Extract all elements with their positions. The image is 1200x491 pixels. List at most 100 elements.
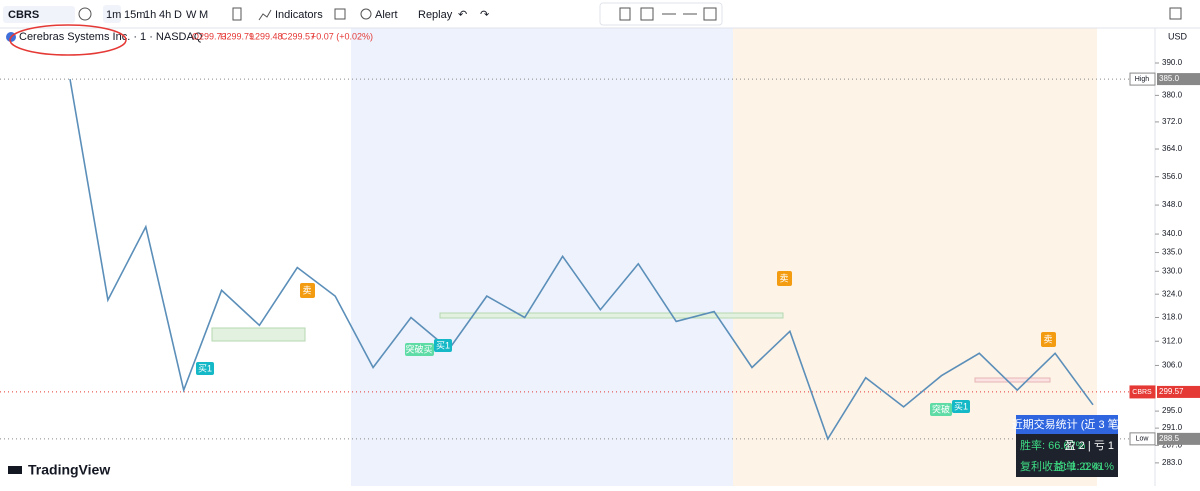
zone: [974, 377, 1051, 383]
marker-label: 突破买: [405, 343, 432, 354]
button[interactable]: Replay: [418, 9, 453, 21]
axis-labels: 390.0 380.0 372.0 364.0 356.0 348.0 340.0 335.0…: [1129, 58, 1200, 467]
symbol-box[interactable]: [3, 6, 75, 23]
symbol-name: Cerebras Systems Inc. · 1 · NASDAQ: [19, 31, 203, 43]
layouts-icon[interactable]: [334, 8, 346, 20]
alert-icon: [360, 8, 372, 20]
marker-label: 突破: [932, 403, 950, 414]
y-tick-label: 390.0: [1162, 58, 1183, 67]
interval-active: [103, 5, 121, 23]
buy-marker: [434, 339, 452, 352]
marker-label: 卖: [1043, 334, 1052, 344]
change: +0.07 (+0.02%): [311, 31, 373, 41]
tool[interactable]: [640, 7, 654, 21]
marker-label: 买1: [436, 340, 450, 350]
currency: USD: [1168, 31, 1188, 41]
price-tag-label: Low: [1136, 436, 1150, 443]
checkbox[interactable]: [1169, 7, 1182, 20]
marker-label: 卖: [779, 273, 788, 283]
sell-marker: [1041, 332, 1056, 347]
y-tick-label: 380.0: [1162, 90, 1183, 99]
tool[interactable]: [703, 7, 717, 21]
y-tick-label: 356.0: [1162, 172, 1183, 181]
y-tick-label: 291.0: [1162, 423, 1183, 432]
y-tick-label: 318.0: [1162, 313, 1183, 322]
ohlc: H299.79: [220, 31, 254, 41]
interval[interactable]: M: [199, 9, 208, 21]
stats-title: 近期交易统计 (近 3 笔): [1012, 417, 1123, 431]
symbol[interactable]: CBRS: [8, 9, 39, 21]
marker-label: 卖: [302, 285, 311, 295]
price-badge: [1157, 432, 1200, 445]
zone: [439, 312, 784, 319]
marker-label: 买1: [198, 363, 212, 373]
breakout-marker: [930, 403, 952, 416]
y-tick-label: 312.0: [1162, 336, 1183, 345]
markers: 卖 卖 卖 买1 买1 买1 突破买 突破: [196, 271, 1056, 416]
ohlc: L299.48: [250, 31, 283, 41]
y-tick-label: 335.0: [1162, 248, 1183, 257]
interval[interactable]: 4h: [159, 9, 171, 21]
y-tick-label: 283.0: [1162, 458, 1183, 467]
chart-type[interactable]: [232, 7, 242, 21]
price-badge: [1157, 385, 1200, 398]
ohlc: O299.73: [192, 31, 227, 41]
button[interactable]: Alert: [375, 9, 398, 21]
add-symbol[interactable]: [78, 7, 92, 21]
y-tick-label: 330.0: [1162, 266, 1183, 275]
buy-marker: [196, 362, 214, 375]
button[interactable]: Indicators: [275, 9, 323, 21]
stats-panel: 近期交易统计 (近 3 笔) 胜率: 66.67% 盈 2 | 亏 1 复利收益…: [1012, 415, 1123, 477]
plot: [0, 78, 1155, 441]
marker-label: 买1: [954, 401, 968, 411]
y-tick-label: 295.0: [1162, 406, 1183, 415]
price-badge-value: 299.57: [1159, 387, 1184, 396]
buy-marker: [952, 400, 970, 413]
y-tick-label: 324.0: [1162, 289, 1183, 298]
indicators-icon: [258, 9, 272, 21]
zone: [211, 327, 306, 342]
ohlc: C299.57: [281, 31, 315, 41]
stats-body: [1016, 434, 1118, 477]
session-orange: [733, 28, 1097, 486]
zigzag-line: [69, 78, 1094, 441]
toolbar: CBRS 1m 15m 1h 4h D W M Indicators Alert…: [0, 0, 1200, 29]
tool[interactable]: [619, 7, 631, 21]
y-tick-label: 348.0: [1162, 200, 1183, 209]
undo[interactable]: ↶: [458, 9, 467, 21]
highlight-circle: [9, 24, 127, 56]
session-blue: [351, 28, 733, 486]
y-tick-label: 364.0: [1162, 144, 1183, 153]
average: 均单: 0.41%: [1055, 460, 1115, 473]
price-tag: [1129, 72, 1156, 86]
stats-header: [1016, 415, 1118, 434]
price-tag: [1129, 432, 1156, 446]
price-tag: [1129, 385, 1156, 399]
logo-mark: [8, 466, 22, 474]
price-tag-label: CBRS: [1132, 389, 1152, 396]
redo[interactable]: ↷: [480, 9, 489, 21]
logo: TradingView: [8, 462, 110, 478]
y-tick-label: 340.0: [1162, 229, 1183, 238]
y-tick-label: 287.0: [1162, 440, 1183, 449]
price-tag-label: High: [1135, 76, 1150, 83]
sell-marker: [300, 283, 315, 298]
legend: Cerebras Systems Inc. · 1 · NASDAQ O299.…: [6, 24, 373, 56]
y-tick-label: 306.0: [1162, 361, 1183, 370]
interval[interactable]: 1h: [144, 9, 156, 21]
price-badge-value: 288.5: [1159, 434, 1180, 443]
breakout-marker: [405, 343, 434, 356]
interval[interactable]: 1m: [106, 9, 121, 21]
win-rate: 胜率: 66.67%: [1020, 438, 1086, 452]
record: 盈 2 | 亏 1: [1065, 439, 1114, 452]
interval[interactable]: 15m: [124, 9, 145, 21]
price-badge-value: 385.0: [1159, 74, 1180, 83]
interval[interactable]: W: [186, 9, 197, 21]
sell-marker: [777, 271, 792, 286]
price-axis: [1155, 28, 1200, 486]
compound: 复利收益: 1.22%: [1020, 459, 1102, 473]
price-badge: [1157, 73, 1200, 86]
interval[interactable]: D: [174, 9, 182, 21]
logo-text: TradingView: [28, 462, 110, 478]
